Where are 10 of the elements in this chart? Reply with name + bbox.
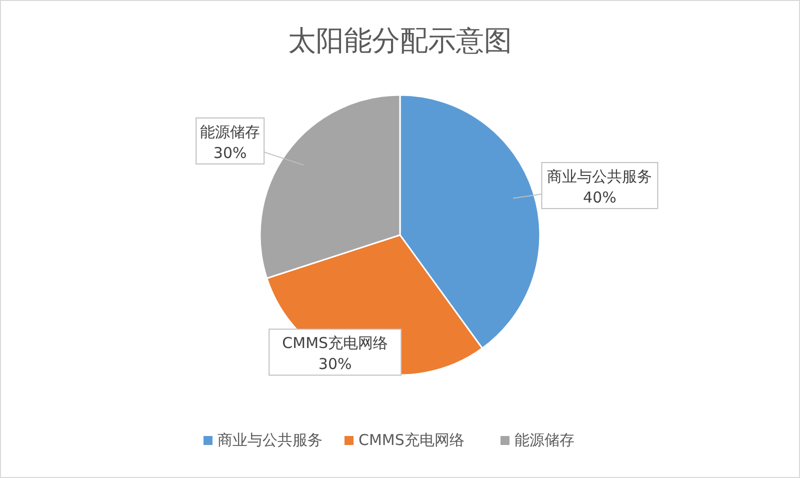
data-label: 30% <box>318 355 352 374</box>
slice-label: 商业与公共服务 <box>547 168 652 186</box>
legend-label: CMMS充电网络 <box>358 431 464 449</box>
legend-label: 能源储存 <box>514 431 574 449</box>
chart-title: 太阳能分配示意图 <box>288 24 512 57</box>
legend-label: 商业与公共服务 <box>218 431 322 449</box>
data-label: 40% <box>583 188 616 207</box>
slice-label: CMMS充电网络 <box>282 334 388 352</box>
data-label: 30% <box>213 144 247 162</box>
slice-label: 能源储存 <box>200 122 260 141</box>
